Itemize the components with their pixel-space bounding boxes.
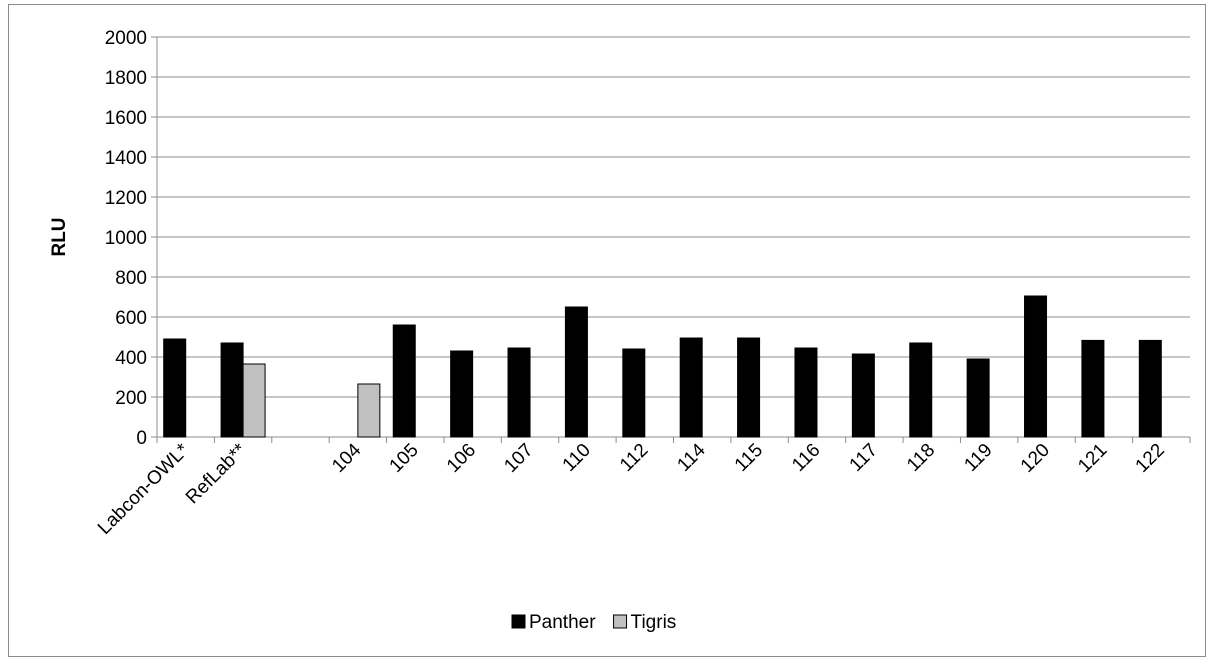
bar-panther-118 bbox=[909, 342, 933, 438]
x-tick-label-115: 115 bbox=[731, 440, 767, 476]
x-tick-label-labcon-owl: Labcon-OWL* bbox=[94, 439, 194, 539]
x-tick-label-110: 110 bbox=[559, 440, 595, 476]
bar-panther-116 bbox=[794, 347, 818, 438]
bar-chart: 0 200 400 600 800 1000 1200 1400 1600 1800 2000 Lab… bbox=[49, 28, 1191, 633]
bars bbox=[163, 295, 1162, 438]
x-tick-label-107: 107 bbox=[500, 440, 537, 477]
y-tick-label: 2000 bbox=[105, 28, 147, 49]
y-tick-label: 800 bbox=[115, 268, 147, 289]
bar-panther-117 bbox=[851, 353, 875, 438]
x-tick-label-119: 119 bbox=[960, 440, 996, 476]
legend-label-tigris: Tigris bbox=[631, 612, 677, 633]
x-tick-label-105: 105 bbox=[386, 440, 423, 477]
bar-panther-105 bbox=[392, 324, 416, 438]
y-tick-label: 600 bbox=[115, 308, 147, 329]
y-tick-label: 0 bbox=[136, 428, 147, 449]
y-tick-label: 1200 bbox=[105, 188, 147, 209]
gridlines bbox=[157, 36, 1190, 398]
legend-swatch-panther bbox=[511, 614, 526, 629]
x-tick-label-116: 116 bbox=[788, 440, 824, 476]
bar-panther-labcon-owl bbox=[163, 338, 187, 438]
y-tick-label: 1600 bbox=[105, 108, 147, 129]
y-tick-label: 1800 bbox=[105, 68, 147, 89]
x-tick-label-120: 120 bbox=[1017, 440, 1054, 477]
y-tick-label: 400 bbox=[115, 348, 147, 369]
bar-panther-115 bbox=[737, 337, 761, 438]
bar-panther-reflab bbox=[220, 342, 244, 438]
x-tick-label-114: 114 bbox=[673, 439, 710, 476]
x-tick-label-104: 104 bbox=[328, 439, 366, 477]
bar-panther-119 bbox=[966, 358, 990, 438]
x-tick-label-112: 112 bbox=[616, 440, 652, 476]
tick-labels: 0 200 400 600 800 1000 1200 1400 1600 1800 2000 Lab… bbox=[94, 28, 1169, 539]
bar-tigris-reflab bbox=[242, 363, 266, 438]
bar-panther-121 bbox=[1081, 339, 1105, 438]
bar-panther-112 bbox=[622, 348, 646, 438]
legend-label-panther: Panther bbox=[529, 612, 596, 633]
bar-panther-122 bbox=[1138, 339, 1162, 438]
x-tick-label-reflab: RefLab** bbox=[182, 439, 251, 508]
bar-panther-114 bbox=[679, 337, 703, 438]
chart-frame: 0 200 400 600 800 1000 1200 1400 1600 1800 2000 Lab… bbox=[8, 4, 1206, 657]
bar-tigris-104 bbox=[357, 383, 381, 438]
legend-swatch-tigris bbox=[613, 614, 628, 629]
bar-panther-106 bbox=[450, 350, 474, 438]
bar-panther-120 bbox=[1024, 295, 1048, 438]
axes bbox=[151, 36, 1191, 443]
x-tick-label-118: 118 bbox=[903, 440, 939, 476]
x-tick-label-117: 117 bbox=[846, 440, 882, 476]
x-tick-label-122: 122 bbox=[1132, 440, 1169, 477]
y-tick-label: 200 bbox=[115, 388, 147, 409]
y-tick-label: 1400 bbox=[105, 148, 147, 169]
y-tick-label: 1000 bbox=[105, 228, 147, 249]
x-tick-label-106: 106 bbox=[443, 440, 480, 477]
bar-panther-110 bbox=[564, 306, 588, 438]
legend: Panther Tigris bbox=[511, 612, 677, 633]
y-axis-title: RLU bbox=[49, 217, 70, 256]
x-tick-label-121: 121 bbox=[1074, 440, 1111, 477]
bar-panther-107 bbox=[507, 347, 531, 438]
